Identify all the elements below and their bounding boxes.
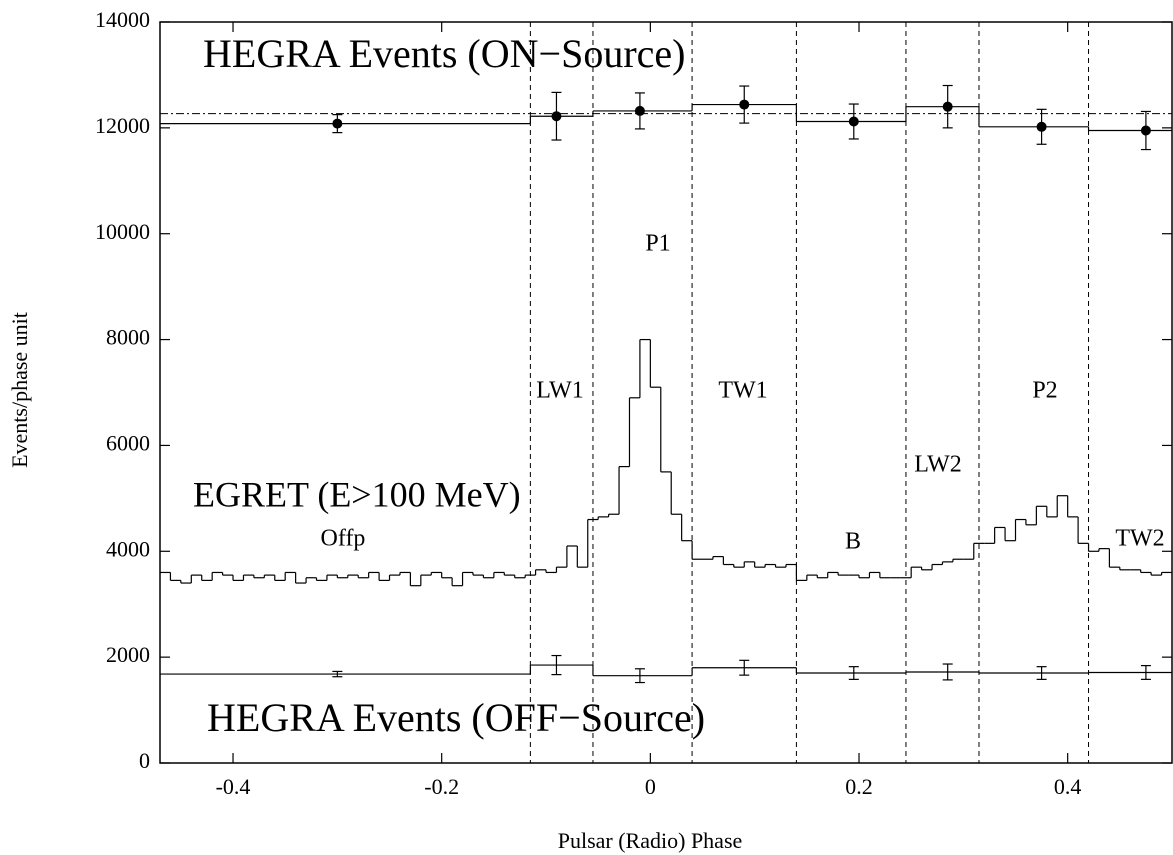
series-label: HEGRA Events (ON−Source) (203, 31, 685, 76)
x-tick-label: 0 (645, 774, 656, 799)
data-point (848, 116, 859, 127)
region-label: TW1 (718, 378, 767, 404)
y-tick-label: 6000 (106, 430, 150, 455)
data-point (551, 111, 562, 122)
data-point (1140, 125, 1151, 136)
y-tick-label: 2000 (106, 642, 150, 667)
region-label: P1 (645, 231, 670, 257)
y-tick-label: 14000 (95, 7, 150, 32)
data-point (1036, 121, 1047, 132)
region-label: P2 (1032, 378, 1057, 404)
data-point (634, 105, 645, 116)
y-tick-label: 10000 (95, 219, 150, 244)
y-axis-label: Events/phase unit (7, 312, 32, 468)
region-label: TW2 (1115, 526, 1164, 552)
series-label: EGRET (E>100 MeV) (193, 474, 521, 514)
x-axis-label: Pulsar (Radio) Phase (558, 828, 743, 853)
series-label: HEGRA Events (OFF−Source) (207, 695, 705, 740)
y-tick-label: 0 (139, 748, 150, 773)
x-tick-label: 0.4 (1054, 774, 1082, 799)
region-label: Offp (321, 526, 366, 552)
data-point (739, 99, 750, 110)
region-label: B (845, 529, 861, 555)
x-tick-label: -0.2 (424, 774, 459, 799)
data-point (942, 101, 953, 112)
y-tick-label: 8000 (106, 325, 150, 350)
data-point (332, 118, 343, 129)
region-label: LW2 (914, 452, 962, 478)
region-label: LW1 (536, 378, 584, 404)
y-tick-label: 4000 (106, 536, 150, 561)
y-tick-label: 12000 (95, 113, 150, 138)
plot-frame (159, 21, 1173, 764)
x-tick-label: -0.4 (216, 774, 251, 799)
x-tick-label: 0.2 (845, 774, 873, 799)
